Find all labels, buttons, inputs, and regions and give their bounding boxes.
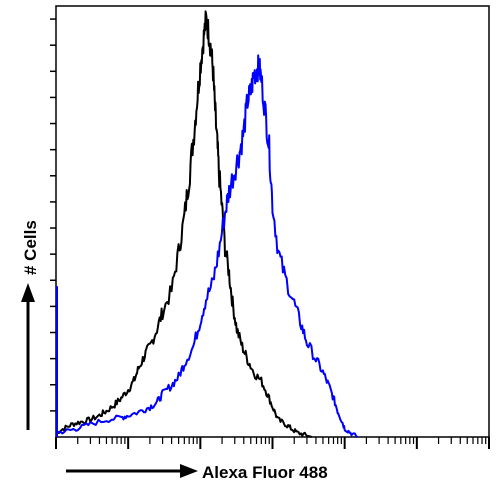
x-axis-ticks [55,437,490,449]
plot-frame [55,5,490,438]
histogram-series-line-1 [55,10,313,438]
x-axis-arrow [66,464,198,478]
y-axis-label: # Cells [21,220,40,275]
series-group [55,10,358,438]
y-axis-arrow [21,283,35,430]
x-axis-label: Alexa Fluor 488 [202,463,328,482]
y-axis-ticks [50,18,56,412]
histogram-series-line-2 [55,54,358,438]
